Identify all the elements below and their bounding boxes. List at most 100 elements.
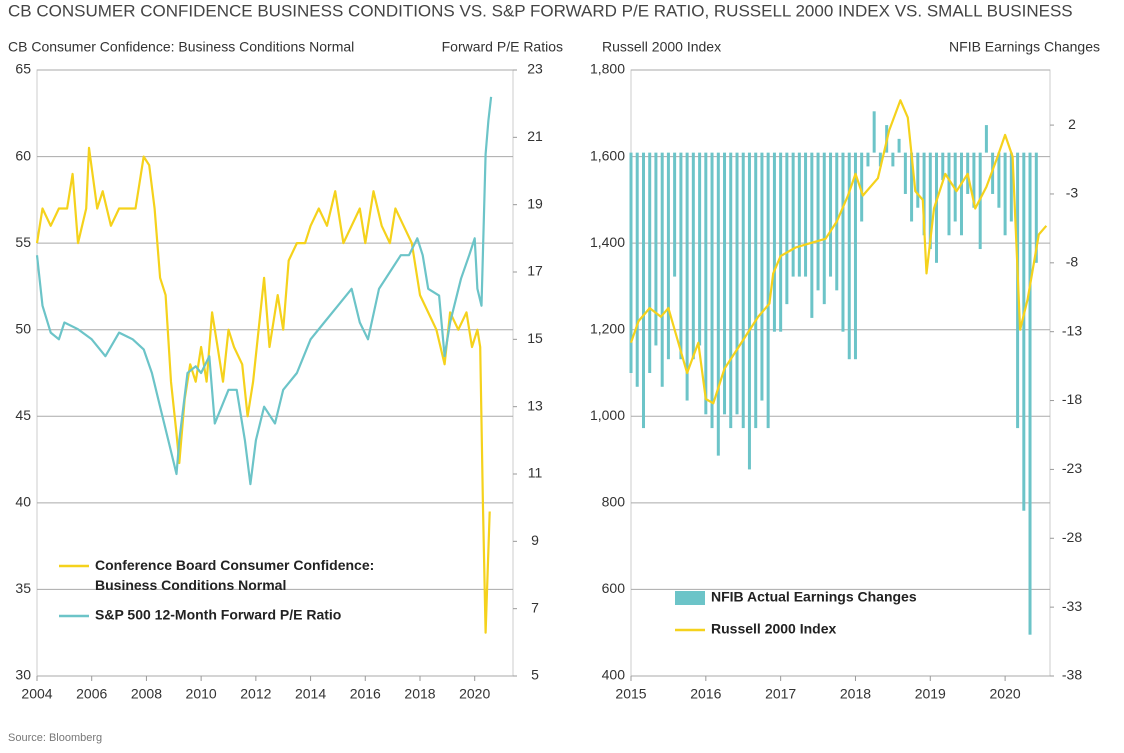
x-tick-label: 2004 bbox=[21, 686, 52, 702]
bar bbox=[641, 152, 645, 429]
y-tick-label: 400 bbox=[602, 667, 626, 683]
bar bbox=[897, 138, 901, 153]
bar bbox=[860, 152, 864, 222]
y2-tick-label: 17 bbox=[527, 263, 543, 279]
bar bbox=[735, 152, 739, 415]
bar bbox=[866, 152, 870, 167]
bar bbox=[891, 152, 895, 167]
bar bbox=[1028, 152, 1032, 635]
bar bbox=[1022, 152, 1026, 511]
bar bbox=[635, 152, 639, 387]
y2-axis-label: NFIB Earnings Changes bbox=[949, 39, 1100, 55]
y-axis-label: CB Consumer Confidence: Business Conditi… bbox=[8, 39, 354, 55]
bar bbox=[853, 152, 857, 360]
bar bbox=[704, 152, 708, 415]
y2-tick-label: 23 bbox=[527, 61, 543, 77]
bar bbox=[872, 111, 876, 153]
y-tick-label: 35 bbox=[15, 580, 31, 596]
y2-tick-label: -28 bbox=[1062, 529, 1082, 545]
bar bbox=[698, 152, 702, 346]
bar bbox=[941, 152, 945, 181]
bar bbox=[910, 152, 914, 222]
y2-tick-label: -13 bbox=[1062, 322, 1082, 338]
bar bbox=[947, 152, 951, 236]
line bbox=[629, 99, 1048, 405]
bar bbox=[716, 152, 720, 456]
y-tick-label: 45 bbox=[15, 407, 31, 423]
bar bbox=[822, 152, 826, 305]
legend-label: Conference Board Consumer Confidence: Bus… bbox=[95, 557, 374, 593]
y-tick-label: 1,400 bbox=[590, 234, 625, 250]
bar bbox=[691, 152, 695, 360]
bar bbox=[654, 152, 658, 346]
bar bbox=[1034, 152, 1038, 263]
y2-tick-label: -3 bbox=[1066, 185, 1079, 201]
x-tick-label: 2006 bbox=[76, 686, 107, 702]
bar bbox=[959, 152, 963, 236]
bar bbox=[648, 152, 652, 373]
page-title: CB CONSUMER CONFIDENCE BUSINESS CONDITIO… bbox=[8, 1, 1073, 20]
bar bbox=[772, 152, 776, 332]
x-tick-label: 2020 bbox=[459, 686, 490, 702]
bar bbox=[723, 152, 727, 415]
x-tick-label: 2018 bbox=[840, 686, 871, 702]
x-tick-label: 2019 bbox=[915, 686, 946, 702]
bar bbox=[984, 125, 988, 153]
y-axis-label: Russell 2000 Index bbox=[602, 39, 721, 55]
bar bbox=[903, 152, 907, 194]
bar bbox=[972, 152, 976, 208]
bar bbox=[916, 152, 920, 208]
legend-label: NFIB Actual Earnings Changes bbox=[711, 589, 917, 605]
bar bbox=[1009, 152, 1013, 222]
legend-label: S&P 500 12-Month Forward P/E Ratio bbox=[95, 607, 341, 623]
bar bbox=[997, 152, 1001, 208]
bar bbox=[816, 152, 820, 291]
y2-tick-label: -33 bbox=[1062, 598, 1082, 614]
bar bbox=[779, 152, 783, 332]
y-tick-label: 800 bbox=[602, 494, 626, 510]
y2-tick-label: 9 bbox=[531, 532, 539, 548]
bar bbox=[754, 152, 758, 429]
y-tick-label: 40 bbox=[15, 494, 31, 510]
bar bbox=[804, 152, 808, 277]
bar bbox=[829, 152, 833, 277]
legend-swatch bbox=[675, 591, 705, 605]
y-tick-label: 60 bbox=[15, 147, 31, 163]
y2-tick-label: 21 bbox=[527, 128, 543, 144]
bar bbox=[710, 152, 714, 429]
bar bbox=[991, 152, 995, 194]
bar bbox=[673, 152, 677, 277]
bar bbox=[791, 152, 795, 277]
legend-label: Russell 2000 Index bbox=[711, 621, 837, 637]
y2-tick-label: 11 bbox=[528, 465, 543, 481]
bar bbox=[934, 152, 938, 263]
bar bbox=[922, 152, 926, 236]
y2-tick-label: 2 bbox=[1068, 116, 1076, 132]
x-tick-label: 2016 bbox=[690, 686, 721, 702]
y2-tick-label: -23 bbox=[1062, 460, 1082, 476]
line bbox=[35, 146, 491, 634]
source: Source: Bloomberg bbox=[8, 732, 102, 744]
bar bbox=[841, 152, 845, 332]
bar bbox=[1003, 152, 1007, 236]
bar bbox=[760, 152, 764, 401]
y2-tick-label: 7 bbox=[531, 599, 539, 615]
x-tick-label: 2010 bbox=[186, 686, 217, 702]
y-tick-label: 1,800 bbox=[590, 61, 625, 77]
y2-tick-label: -8 bbox=[1066, 254, 1079, 270]
y2-tick-label: 13 bbox=[527, 397, 543, 413]
y-tick-label: 30 bbox=[15, 667, 31, 683]
x-tick-label: 2018 bbox=[404, 686, 435, 702]
y2-axis-label: Forward P/E Ratios bbox=[442, 39, 563, 55]
y2-tick-label: 15 bbox=[527, 330, 543, 346]
y2-tick-label: 19 bbox=[527, 195, 543, 211]
y-tick-label: 50 bbox=[15, 320, 31, 336]
x-tick-label: 2015 bbox=[615, 686, 646, 702]
x-tick-label: 2012 bbox=[240, 686, 271, 702]
bar bbox=[810, 152, 814, 318]
x-tick-label: 2020 bbox=[990, 686, 1021, 702]
x-tick-label: 2014 bbox=[295, 686, 326, 702]
y-tick-label: 65 bbox=[15, 61, 31, 77]
